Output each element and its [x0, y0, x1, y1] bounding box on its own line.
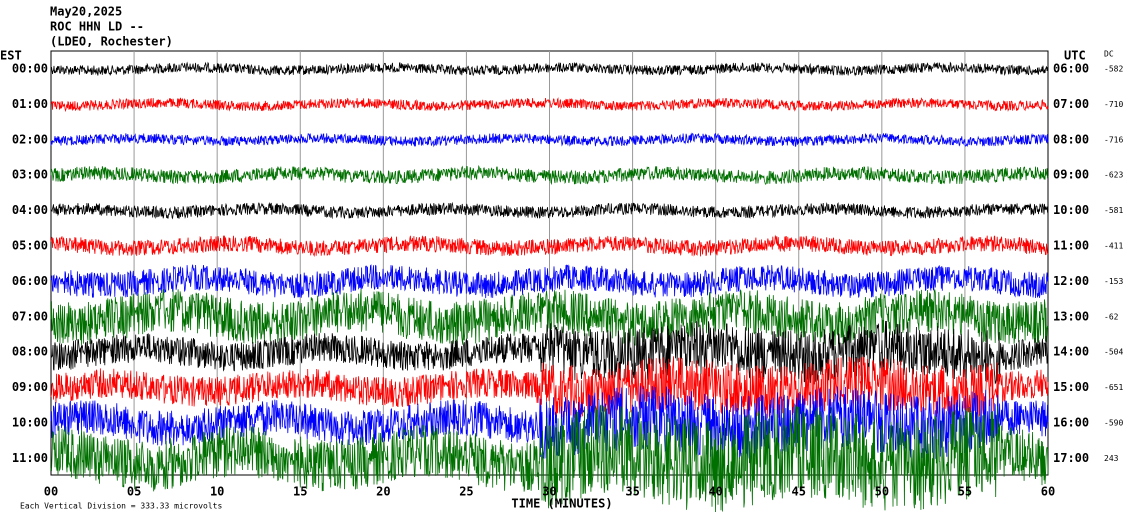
est-label: 08:00	[12, 345, 48, 359]
dc-value: -62	[1104, 312, 1119, 321]
trace	[50, 320, 1049, 385]
est-label: 10:00	[12, 416, 48, 430]
utc-label: 08:00	[1053, 132, 1089, 146]
est-label: 01:00	[12, 97, 48, 111]
footer: Each Vertical Division = 333.33 microvol…	[20, 502, 222, 511]
x-tick-label: 60	[1041, 485, 1055, 499]
trace	[50, 97, 1049, 113]
dc-value: -590	[1104, 419, 1123, 428]
x-tick-label: 25	[459, 485, 473, 499]
utc-label: 11:00	[1053, 239, 1089, 253]
x-tick-label: 20	[376, 485, 390, 499]
x-tick-label: 05	[127, 485, 141, 499]
x-tick-label: 30	[542, 485, 556, 499]
trace	[50, 288, 1049, 346]
dc-value: 243	[1104, 454, 1119, 463]
est-label: 05:00	[12, 239, 48, 253]
utc-label: 09:00	[1053, 168, 1089, 182]
trace	[50, 234, 1049, 258]
est-label: 06:00	[12, 274, 48, 288]
est-label: 03:00	[12, 168, 48, 182]
trace	[50, 264, 1049, 299]
dc-value: -581	[1104, 206, 1123, 215]
est-label: 11:00	[12, 451, 48, 465]
dc-value: -504	[1104, 348, 1123, 357]
x-tick-label: 55	[958, 485, 972, 499]
x-tick-label: 50	[875, 485, 889, 499]
est-label: 04:00	[12, 203, 48, 217]
utc-label: 07:00	[1053, 97, 1089, 111]
utc-label: 15:00	[1053, 380, 1089, 394]
x-tick-label: 40	[708, 485, 722, 499]
trace	[50, 61, 1049, 77]
dc-value: -582	[1104, 65, 1123, 74]
est-label: 07:00	[12, 309, 48, 323]
utc-label: 17:00	[1053, 451, 1089, 465]
trace	[50, 164, 1049, 186]
est-label: 00:00	[12, 62, 48, 76]
x-tick-label: 00	[44, 485, 58, 499]
utc-label: 14:00	[1053, 345, 1089, 359]
dc-label: DC	[1104, 50, 1114, 59]
utc-label: 10:00	[1053, 203, 1089, 217]
left-zone: EST	[0, 49, 22, 63]
x-tick-label: 35	[625, 485, 639, 499]
right-zone: UTC	[1064, 49, 1086, 63]
trace	[50, 404, 1049, 513]
dc-value: -411	[1104, 242, 1123, 251]
dc-value: -716	[1104, 135, 1123, 144]
trace	[50, 201, 1049, 220]
trace	[50, 356, 1049, 419]
network: (LDEO, Rochester)	[50, 35, 173, 49]
est-label: 09:00	[12, 380, 48, 394]
x-tick-label: 10	[210, 485, 224, 499]
trace	[50, 132, 1049, 148]
dc-value: -623	[1104, 171, 1123, 180]
station: ROC HHN LD --	[50, 20, 144, 34]
utc-label: 13:00	[1053, 309, 1089, 323]
est-label: 02:00	[12, 132, 48, 146]
utc-label: 16:00	[1053, 416, 1089, 430]
dc-value: -153	[1104, 277, 1123, 286]
utc-label: 12:00	[1053, 274, 1089, 288]
x-label: TIME (MINUTES)	[511, 497, 612, 511]
x-tick-label: 15	[293, 485, 307, 499]
x-tick-label: 45	[792, 485, 806, 499]
utc-label: 06:00	[1053, 62, 1089, 76]
dc-value: -651	[1104, 383, 1123, 392]
date: May20,2025	[50, 5, 122, 19]
dc-value: -710	[1104, 100, 1123, 109]
